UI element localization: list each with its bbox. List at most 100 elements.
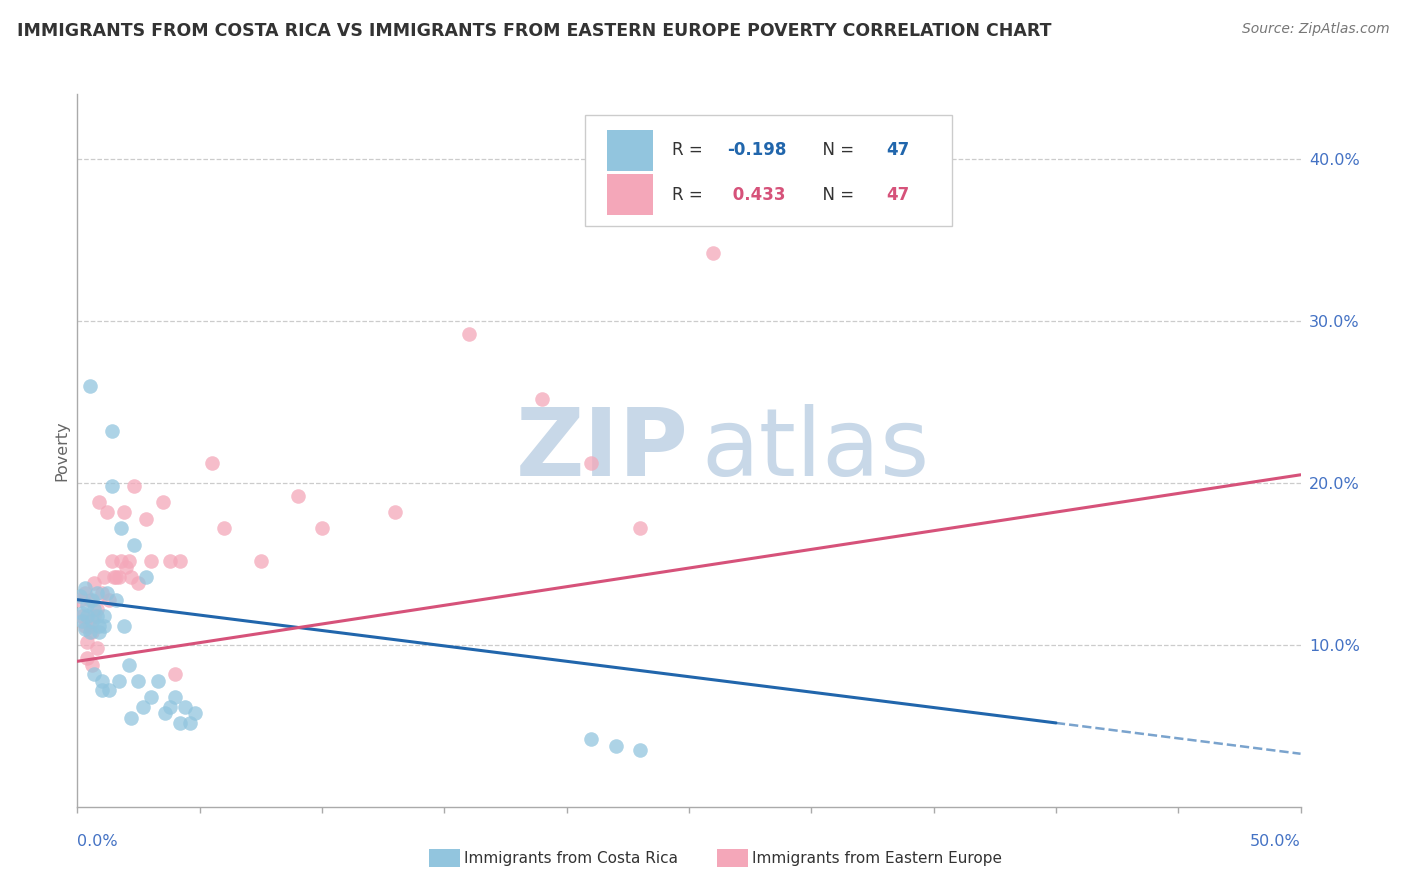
Point (73, 618, 96, 632)
Point (165, 667, 187, 681)
Point (89, 625, 111, 640)
Point (76, 635, 98, 649)
Point (105, 592, 128, 607)
Point (98, 683, 121, 698)
Point (73, 582, 96, 596)
Point (76, 608, 98, 623)
Point (120, 711, 142, 725)
Point (132, 699, 155, 714)
Point (120, 570, 142, 584)
Point (90, 683, 112, 698)
Text: N =: N = (813, 142, 860, 160)
Point (73, 622, 96, 636)
Point (69, 590, 91, 604)
Point (83, 667, 105, 681)
Point (605, 739, 627, 753)
Point (83, 602, 105, 616)
Point (128, 673, 150, 688)
Point (579, 457, 602, 471)
Point (384, 505, 406, 519)
Point (169, 715, 191, 730)
Point (80, 592, 103, 607)
Text: 47: 47 (886, 186, 910, 203)
Point (89, 495, 111, 509)
Point (118, 554, 141, 568)
Text: ZIP: ZIP (516, 404, 689, 497)
Point (93, 570, 115, 584)
Point (100, 554, 122, 568)
Point (105, 570, 128, 584)
Point (118, 657, 141, 672)
Point (169, 554, 191, 568)
Point (201, 457, 224, 471)
Point (702, 245, 724, 260)
Point (139, 690, 162, 704)
Point (103, 570, 125, 584)
Point (96, 586, 118, 600)
Point (159, 699, 181, 714)
Point (112, 618, 135, 632)
Point (311, 521, 333, 535)
Text: 47: 47 (886, 142, 910, 160)
Point (89, 618, 111, 632)
Text: Source: ZipAtlas.com: Source: ZipAtlas.com (1241, 22, 1389, 37)
Point (159, 554, 181, 568)
Point (90, 673, 112, 688)
Text: Immigrants from Costa Rica: Immigrants from Costa Rica (464, 851, 678, 865)
Point (531, 392, 554, 406)
Point (179, 715, 201, 730)
Point (212, 521, 235, 535)
Point (628, 743, 651, 757)
Point (174, 699, 197, 714)
Point (79, 378, 101, 392)
Point (86, 602, 108, 616)
Text: N =: N = (813, 186, 860, 203)
Point (93, 618, 115, 632)
Point (152, 495, 174, 509)
Point (100, 479, 122, 493)
Point (108, 673, 131, 688)
Point (287, 489, 309, 503)
Text: 0.0%: 0.0% (77, 834, 118, 849)
Point (135, 570, 157, 584)
Text: R =: R = (672, 186, 707, 203)
Point (80, 614, 103, 628)
Point (128, 576, 150, 591)
Text: R =: R = (672, 142, 707, 160)
Point (110, 521, 132, 535)
Y-axis label: Poverty: Poverty (53, 420, 69, 481)
Text: IMMIGRANTS FROM COSTA RICA VS IMMIGRANTS FROM EASTERN EUROPE POVERTY CORRELATION: IMMIGRANTS FROM COSTA RICA VS IMMIGRANTS… (17, 22, 1052, 40)
Point (110, 554, 132, 568)
Point (184, 706, 207, 721)
Point (70, 608, 93, 623)
Point (90, 586, 112, 600)
Text: 0.433: 0.433 (727, 186, 786, 203)
Point (96, 505, 118, 519)
Text: atlas: atlas (702, 404, 929, 497)
Point (79, 618, 101, 632)
Point (100, 424, 122, 438)
Point (122, 537, 145, 551)
FancyBboxPatch shape (585, 115, 952, 226)
Point (146, 673, 169, 688)
Point (93, 608, 115, 623)
Point (70, 606, 93, 620)
Point (83, 608, 105, 623)
Point (76, 651, 98, 665)
Point (139, 554, 162, 568)
Point (628, 521, 651, 535)
Point (115, 560, 138, 574)
Point (73, 586, 96, 600)
Point (80, 657, 103, 672)
Point (165, 690, 187, 704)
Point (250, 554, 273, 568)
Point (457, 326, 479, 341)
Point (86, 641, 108, 656)
Point (122, 479, 145, 493)
Point (80, 625, 103, 640)
Point (579, 732, 602, 747)
Text: 50.0%: 50.0% (1250, 834, 1301, 849)
Point (155, 706, 177, 721)
Point (108, 570, 131, 584)
Point (69, 592, 91, 607)
